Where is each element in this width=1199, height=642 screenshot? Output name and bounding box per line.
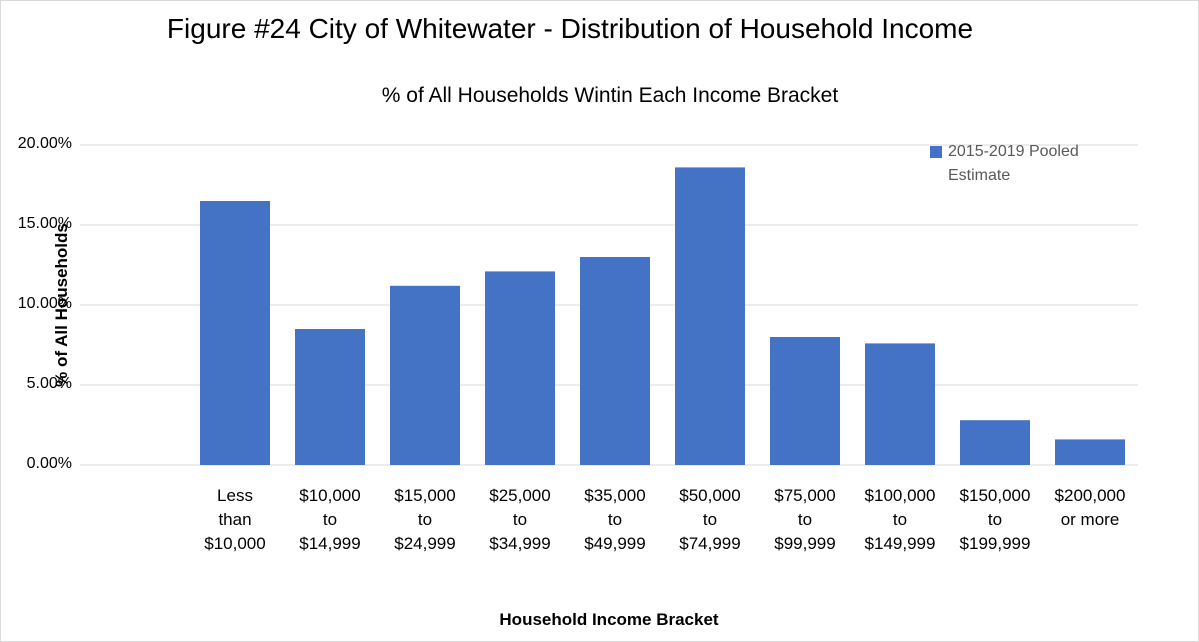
x-axis-label: Household Income Bracket (499, 610, 719, 629)
legend-swatch (930, 146, 942, 158)
x-tick-label: $200,000 or more (1054, 486, 1126, 529)
x-tick-label: $100,000 to $149,999 (864, 486, 936, 553)
bar (390, 285, 460, 465)
x-tick-label: $25,000 to $34,999 (489, 486, 551, 553)
x-tick-label: $150,000 to $199,999 (959, 486, 1031, 553)
bar (485, 271, 555, 465)
bar (675, 167, 745, 465)
x-tick-label: $10,000 to $14,999 (299, 486, 361, 553)
y-tick-label: 20.00% (17, 135, 72, 152)
x-tick-label: $75,000 to $99,999 (774, 486, 836, 553)
y-tick-label: 10.00% (17, 295, 72, 312)
bar (960, 420, 1030, 465)
x-tick-label: $35,000 to $49,999 (584, 486, 646, 553)
bar (865, 343, 935, 465)
x-tick-label: $15,000 to $24,999 (394, 486, 456, 553)
x-tick-label: $50,000 to $74,999 (679, 486, 741, 553)
bar (200, 201, 270, 465)
bar (1055, 439, 1125, 465)
chart-subtitle: % of All Households Wintin Each Income B… (381, 84, 839, 107)
chart-title: Figure #24 City of Whitewater - Distribu… (166, 13, 974, 44)
bar (580, 257, 650, 465)
bar (295, 329, 365, 465)
x-tick-label: Less than $10,000 (204, 486, 266, 553)
bar (770, 337, 840, 465)
legend-label: 2015-2019 Pooled Estimate (948, 143, 1079, 184)
y-tick-label: 0.00% (26, 455, 72, 472)
y-tick-label: 5.00% (26, 375, 72, 392)
y-tick-label: 15.00% (17, 215, 72, 232)
